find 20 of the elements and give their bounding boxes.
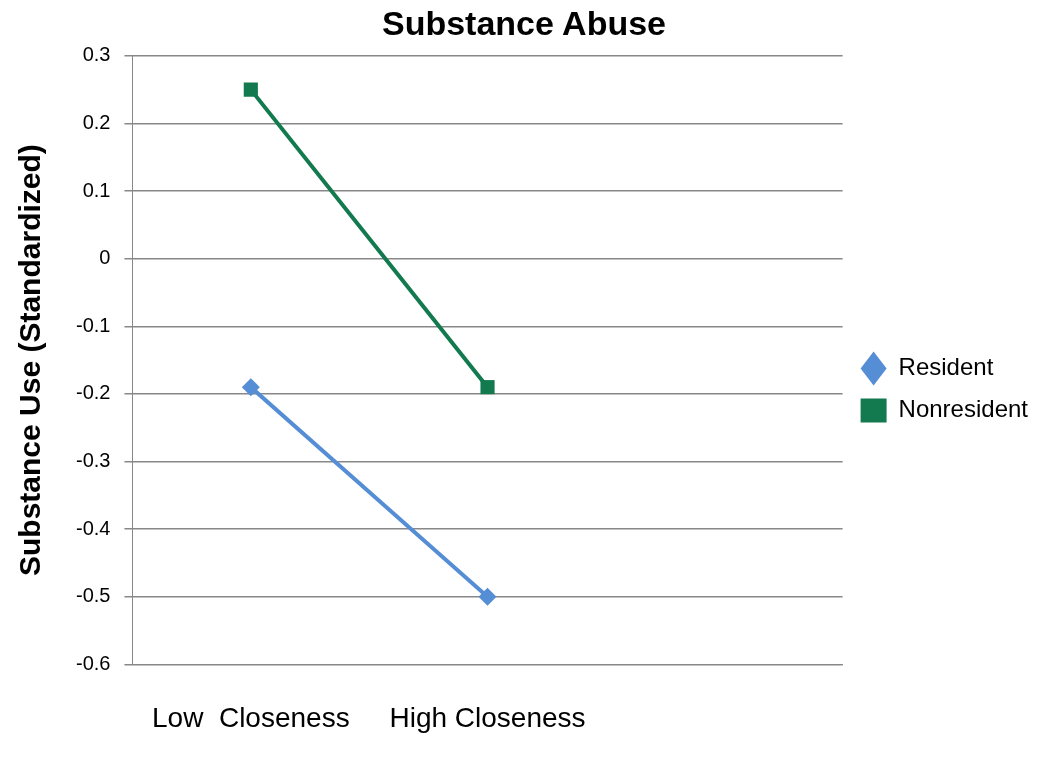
y-tick-label: 0 [99,246,111,269]
y-tick-label: -0.4 [75,516,111,539]
y-tick-label: -0.3 [75,449,111,472]
y-tick-label: 0.1 [82,178,111,201]
y-tick-label: -0.2 [75,381,111,404]
x-tick-label: Low Closeness [151,701,350,733]
point [243,82,258,97]
chart-title: Substance Abuse [381,3,667,42]
y-tick-label: 0.3 [82,43,111,66]
legend-label: Nonresident [898,395,1029,423]
point [480,380,495,395]
y-tick-label: 0.2 [82,110,111,133]
y-tick-label: -0.6 [75,651,111,674]
point [478,587,497,606]
point [241,378,260,397]
y-tick-label: -0.1 [75,313,111,336]
x-tick-label: High Closeness [389,701,586,733]
y-tick-label: -0.5 [75,584,111,607]
legend-label: Resident [898,353,994,381]
y-axis-title: Substance Use (Standardized) [13,144,47,576]
